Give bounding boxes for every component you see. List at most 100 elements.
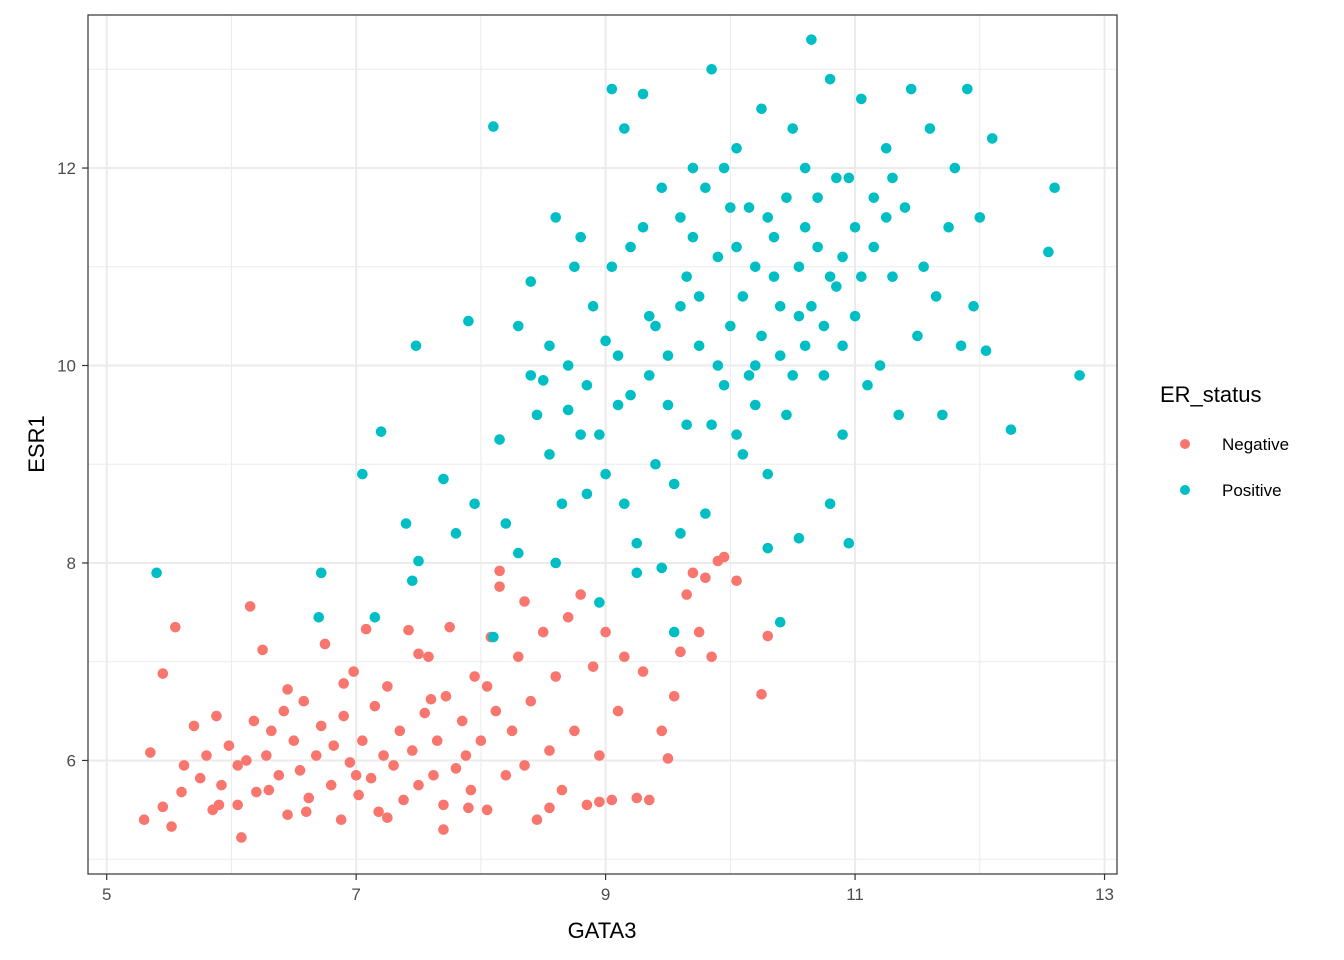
grid-lines bbox=[88, 15, 1117, 874]
data-point bbox=[465, 784, 477, 796]
data-point bbox=[170, 621, 181, 633]
data-point bbox=[756, 103, 767, 115]
data-point bbox=[812, 192, 823, 203]
data-point bbox=[749, 261, 761, 273]
data-point bbox=[650, 320, 661, 332]
data-point bbox=[211, 710, 222, 722]
data-point bbox=[456, 715, 468, 727]
data-point bbox=[369, 700, 381, 712]
data-point bbox=[338, 710, 349, 722]
data-point bbox=[232, 760, 243, 771]
data-points bbox=[138, 34, 1085, 843]
data-point bbox=[353, 789, 364, 801]
data-point bbox=[955, 340, 967, 352]
data-point bbox=[581, 379, 593, 391]
data-point bbox=[594, 750, 605, 761]
x-tick-label: 5 bbox=[102, 885, 111, 904]
data-point bbox=[310, 750, 322, 761]
data-point bbox=[335, 814, 347, 825]
data-point bbox=[344, 757, 356, 768]
data-point bbox=[406, 745, 418, 756]
data-point bbox=[774, 616, 786, 628]
data-point bbox=[581, 799, 593, 811]
y-tick-label: 12 bbox=[57, 159, 76, 178]
data-point bbox=[531, 409, 543, 421]
data-point bbox=[475, 735, 487, 747]
data-point bbox=[594, 796, 605, 808]
data-point bbox=[463, 802, 474, 814]
data-point bbox=[712, 360, 724, 371]
data-point bbox=[178, 760, 190, 771]
data-point bbox=[581, 488, 593, 500]
data-point bbox=[793, 532, 805, 544]
legend: ER_status Negative Positive bbox=[1160, 382, 1289, 500]
data-point bbox=[525, 370, 537, 381]
data-point bbox=[700, 572, 711, 584]
data-point bbox=[731, 241, 742, 253]
data-point bbox=[662, 350, 674, 361]
data-point bbox=[315, 720, 327, 732]
data-point bbox=[662, 753, 674, 764]
data-point bbox=[438, 824, 449, 835]
data-point bbox=[157, 801, 169, 813]
data-point bbox=[706, 651, 717, 663]
data-point bbox=[937, 409, 948, 421]
data-point bbox=[481, 681, 493, 692]
data-point bbox=[818, 320, 830, 332]
data-point bbox=[194, 772, 206, 784]
data-point bbox=[282, 809, 293, 821]
plot-panel bbox=[88, 15, 1117, 874]
data-point bbox=[537, 626, 549, 638]
data-point bbox=[550, 671, 562, 682]
data-point bbox=[743, 202, 755, 213]
data-point bbox=[562, 404, 574, 416]
data-point bbox=[749, 399, 761, 411]
data-point bbox=[400, 518, 412, 529]
data-point bbox=[700, 182, 711, 194]
data-point bbox=[357, 735, 368, 747]
data-point bbox=[413, 555, 424, 567]
data-point bbox=[818, 370, 830, 381]
data-point bbox=[856, 271, 867, 282]
data-point bbox=[681, 271, 692, 282]
data-point bbox=[887, 271, 898, 282]
data-point bbox=[643, 310, 655, 322]
data-point bbox=[718, 162, 730, 174]
data-point bbox=[868, 241, 880, 253]
data-point bbox=[594, 597, 605, 608]
data-point bbox=[488, 121, 499, 132]
data-point bbox=[298, 695, 310, 707]
data-point bbox=[762, 212, 774, 223]
data-point bbox=[812, 241, 823, 253]
data-point bbox=[223, 740, 235, 751]
data-point bbox=[419, 707, 431, 719]
legend-label-positive: Positive bbox=[1222, 481, 1282, 500]
data-point bbox=[569, 725, 580, 737]
data-point bbox=[675, 300, 686, 312]
data-point bbox=[494, 581, 505, 592]
data-point bbox=[166, 821, 177, 832]
data-point bbox=[781, 192, 792, 203]
data-point bbox=[438, 473, 449, 485]
data-point bbox=[643, 794, 655, 806]
data-point bbox=[643, 370, 655, 381]
data-point bbox=[731, 429, 742, 440]
data-point bbox=[806, 300, 817, 312]
data-point bbox=[980, 345, 992, 357]
data-point bbox=[450, 528, 462, 539]
data-point bbox=[369, 611, 381, 623]
data-point bbox=[880, 212, 892, 223]
data-point bbox=[625, 241, 636, 253]
data-point bbox=[899, 202, 911, 213]
data-point bbox=[731, 575, 742, 587]
data-point bbox=[213, 799, 225, 811]
data-point bbox=[216, 779, 227, 791]
data-point bbox=[151, 567, 162, 579]
data-point bbox=[394, 725, 406, 737]
data-point bbox=[612, 705, 624, 717]
data-point bbox=[974, 212, 986, 223]
data-point bbox=[887, 172, 898, 184]
data-point bbox=[656, 725, 668, 737]
data-point bbox=[725, 320, 736, 332]
data-point bbox=[413, 779, 424, 791]
